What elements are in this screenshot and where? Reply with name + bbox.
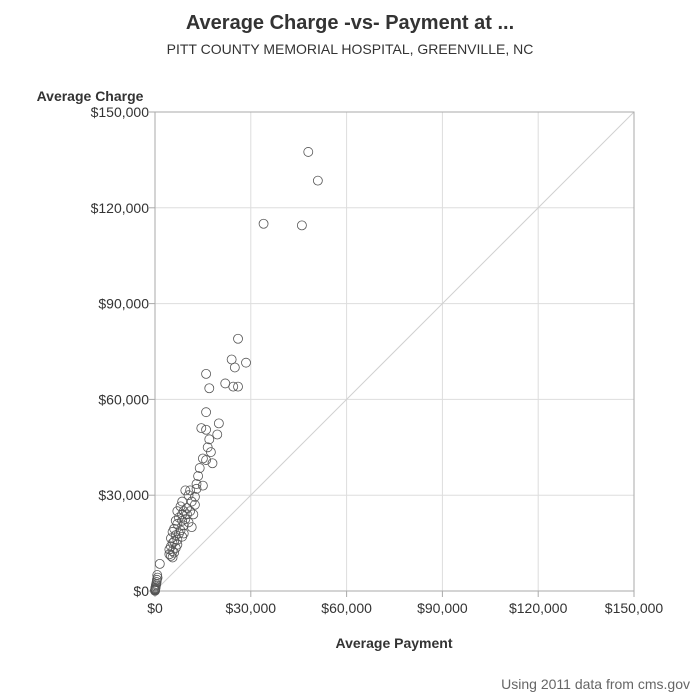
data-point — [150, 585, 160, 596]
data-point — [175, 501, 186, 512]
data-point — [172, 519, 183, 529]
data-point — [241, 357, 251, 368]
data-point — [312, 175, 323, 186]
data-point — [258, 218, 269, 229]
data-point — [167, 546, 178, 556]
data-point — [201, 407, 211, 418]
data-point — [178, 528, 189, 539]
chart-title: Average Charge -vs- Payment at ... — [186, 12, 514, 34]
data-points — [150, 147, 323, 596]
data-point — [201, 455, 211, 465]
data-point — [169, 536, 180, 547]
data-point — [177, 509, 188, 520]
data-point — [183, 517, 194, 528]
data-point — [197, 453, 208, 464]
x-tick-label: $30,000 — [225, 600, 276, 616]
data-point — [233, 381, 243, 392]
data-point — [201, 368, 211, 379]
data-point — [196, 423, 207, 434]
data-point — [170, 542, 181, 553]
x-tick-label: $150,000 — [605, 600, 664, 616]
reference-line — [154, 111, 635, 592]
data-point — [186, 522, 197, 533]
data-point — [154, 558, 165, 569]
data-point — [191, 483, 202, 494]
chart-subtitle: PITT COUNTY MEMORIAL HOSPITAL, GREENVILL… — [167, 41, 534, 57]
data-point — [167, 538, 178, 548]
data-point — [191, 479, 202, 489]
y-tick-label: $0 — [133, 583, 149, 599]
data-point — [202, 442, 213, 453]
data-point — [296, 220, 307, 231]
data-point — [207, 458, 218, 469]
data-point — [188, 509, 199, 520]
footnote: Using 2011 data from cms.gov — [501, 676, 690, 692]
data-point — [194, 463, 205, 473]
data-point — [201, 424, 211, 435]
y-tick-label: $150,000 — [91, 104, 150, 120]
data-point — [193, 471, 204, 481]
data-point — [183, 490, 194, 501]
data-point — [167, 552, 178, 563]
y-tick-label: $30,000 — [98, 487, 149, 503]
data-point — [172, 535, 183, 545]
data-point — [166, 550, 176, 561]
data-point — [169, 547, 180, 558]
data-point — [166, 541, 176, 552]
data-point — [164, 549, 175, 560]
y-axis-ticks: $0 $30,000 $60,000 $90,000 $120,000 $150,000 — [91, 104, 155, 599]
data-point — [204, 434, 215, 445]
data-point — [177, 515, 188, 526]
x-tick-label: $60,000 — [321, 600, 372, 616]
gridlines — [155, 112, 634, 591]
data-point — [170, 515, 181, 526]
data-point — [197, 480, 208, 491]
data-point — [166, 533, 176, 544]
data-point — [212, 429, 223, 440]
data-point — [182, 503, 192, 513]
data-point — [174, 528, 184, 539]
data-point — [174, 512, 184, 523]
data-point — [205, 447, 216, 457]
y-tick-label: $120,000 — [91, 200, 150, 216]
data-point — [178, 520, 189, 531]
data-point — [303, 147, 314, 157]
data-point — [172, 506, 183, 517]
x-tick-label: $120,000 — [509, 600, 568, 616]
x-axis-label: Average Payment — [336, 635, 453, 651]
plot-area-frame — [154, 111, 635, 592]
y-axis-label: Average Charge — [37, 88, 144, 104]
data-point — [190, 491, 200, 502]
data-point — [213, 418, 224, 429]
x-tick-label: $90,000 — [417, 600, 468, 616]
data-point — [204, 383, 215, 394]
data-point — [229, 362, 240, 373]
data-point — [233, 333, 243, 344]
data-point — [185, 485, 196, 496]
y-tick-label: $90,000 — [98, 296, 149, 312]
data-point — [178, 506, 189, 517]
data-point — [177, 496, 188, 507]
data-point — [228, 381, 239, 392]
data-point — [180, 485, 191, 496]
data-point — [180, 514, 191, 525]
data-point — [167, 527, 178, 537]
x-tick-label: $0 — [147, 600, 163, 616]
data-point — [186, 496, 197, 507]
data-point — [177, 531, 188, 542]
x-axis-ticks: $0 $30,000 $60,000 $90,000 $120,000 $150,000 — [147, 591, 663, 616]
y-tick-label: $60,000 — [98, 391, 149, 407]
